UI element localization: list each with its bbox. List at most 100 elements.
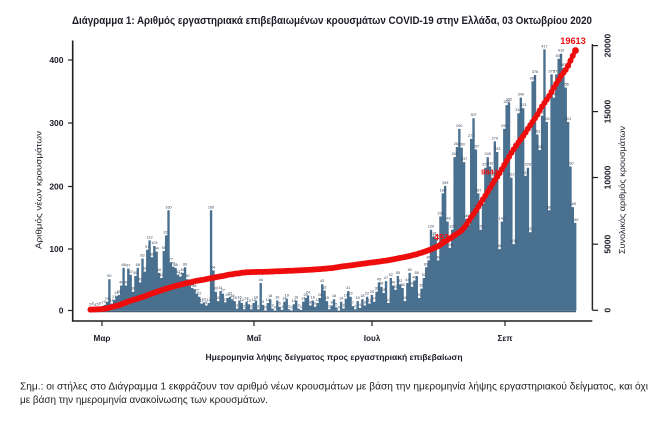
svg-text:328: 328 [503,100,509,104]
svg-text:54: 54 [178,272,182,276]
svg-text:22: 22 [365,292,369,296]
svg-text:1: 1 [300,305,302,309]
svg-text:12: 12 [207,298,211,302]
svg-text:281: 281 [534,130,540,134]
svg-text:165: 165 [570,202,576,206]
svg-text:69: 69 [424,262,428,266]
svg-text:42: 42 [398,279,402,283]
svg-text:12: 12 [240,298,244,302]
svg-text:70: 70 [171,262,175,266]
svg-text:83: 83 [140,254,144,258]
svg-text:0: 0 [274,306,276,310]
svg-text:52: 52 [159,273,163,277]
svg-text:40: 40 [124,280,128,284]
svg-text:Αριθμός νέων κρουσμάτων: Αριθμός νέων κρουσμάτων [35,131,44,249]
svg-text:16: 16 [254,295,258,299]
svg-text:60: 60 [181,268,185,272]
svg-text:13: 13 [223,297,227,301]
svg-text:160: 160 [165,205,171,209]
svg-text:120: 120 [163,230,169,234]
svg-text:230: 230 [487,161,493,165]
svg-text:38: 38 [410,282,414,286]
svg-text:14: 14 [105,297,109,301]
svg-text:106: 106 [511,239,517,243]
svg-text:103: 103 [151,241,157,245]
svg-text:30: 30 [374,287,378,291]
svg-text:7: 7 [352,301,354,305]
svg-text:16: 16 [237,295,241,299]
svg-text:36: 36 [190,283,194,287]
svg-text:17: 17 [112,295,116,299]
svg-text:με βάση την ημερομηνία ανακοίν: με βάση την ημερομηνία ανακοίνωσης των κ… [20,394,268,406]
svg-text:187: 187 [475,188,481,192]
svg-text:300: 300 [49,118,63,128]
svg-text:62: 62 [143,267,147,271]
svg-text:22: 22 [197,292,201,296]
svg-text:Ιουλ: Ιουλ [364,334,381,343]
svg-text:36: 36 [400,283,404,287]
svg-text:10000: 10000 [603,165,613,189]
svg-text:118: 118 [430,232,436,236]
svg-text:376: 376 [532,70,538,74]
svg-text:27: 27 [221,289,225,293]
svg-text:7: 7 [101,301,103,305]
svg-text:20: 20 [318,293,322,297]
svg-text:Συνολικός αριθμός κρουσμάτων: Συνολικός αριθμός κρουσμάτων [618,126,627,254]
svg-text:4: 4 [359,303,361,307]
svg-text:30: 30 [131,287,135,291]
svg-text:60: 60 [408,268,412,272]
svg-text:8: 8 [205,300,207,304]
svg-text:2: 2 [328,304,330,308]
svg-text:45: 45 [377,277,381,281]
svg-text:0: 0 [59,306,64,316]
svg-text:12: 12 [386,298,390,302]
svg-text:47: 47 [384,276,388,280]
svg-text:80: 80 [426,255,430,259]
svg-text:30: 30 [214,287,218,291]
svg-text:6: 6 [279,302,281,306]
svg-text:5: 5 [335,302,337,306]
svg-text:19: 19 [344,294,348,298]
svg-text:55: 55 [396,271,400,275]
svg-text:112: 112 [147,235,153,239]
svg-text:6: 6 [92,302,94,306]
svg-text:340: 340 [518,93,524,97]
svg-text:125: 125 [527,227,533,231]
svg-text:0: 0 [264,306,266,310]
svg-text:14: 14 [372,297,376,301]
svg-text:11: 11 [368,299,372,303]
svg-text:417: 417 [541,44,547,48]
svg-text:9: 9 [104,300,106,304]
svg-text:27: 27 [195,289,199,293]
svg-text:9: 9 [262,300,264,304]
svg-text:2: 2 [288,304,290,308]
svg-text:68: 68 [121,263,125,267]
svg-text:11: 11 [200,299,204,303]
svg-text:42: 42 [320,279,324,283]
svg-text:Σεπ: Σεπ [497,334,513,343]
svg-text:20000: 20000 [603,34,613,58]
svg-text:11: 11 [110,299,114,303]
svg-text:311: 311 [539,111,545,115]
svg-text:25: 25 [370,290,374,294]
svg-text:5: 5 [97,302,99,306]
svg-text:16: 16 [275,295,279,299]
svg-text:10: 10 [292,299,296,303]
svg-text:23: 23 [114,291,118,295]
svg-text:60: 60 [157,268,161,272]
svg-text:230: 230 [567,161,573,165]
svg-text:15: 15 [356,296,360,300]
svg-text:95: 95 [162,246,166,250]
svg-text:212: 212 [489,173,495,177]
svg-text:323: 323 [520,103,526,107]
svg-text:40: 40 [119,280,123,284]
svg-text:307: 307 [470,113,476,117]
svg-text:Διάγραμμα 1: Αριθμός εργαστηρι: Διάγραμμα 1: Αριθμός εργαστηριακά επιβεβ… [72,15,592,27]
svg-text:290: 290 [456,124,462,128]
svg-text:5: 5 [89,302,91,306]
svg-text:55: 55 [133,271,137,275]
svg-text:140: 140 [572,218,578,222]
svg-text:Μαΐ: Μαΐ [247,334,262,343]
svg-text:146: 146 [463,214,469,218]
svg-text:57: 57 [129,270,133,274]
